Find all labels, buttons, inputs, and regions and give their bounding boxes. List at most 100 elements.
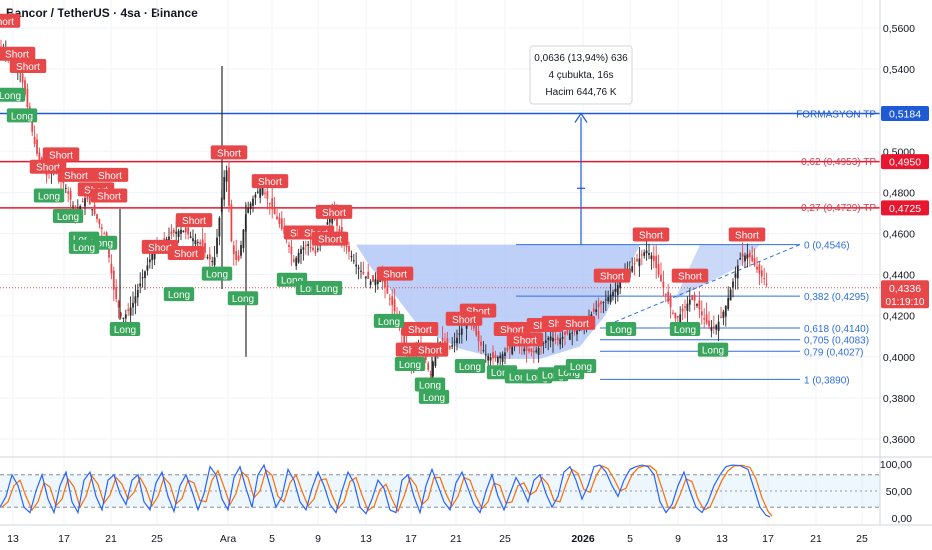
signal-bg: [311, 280, 343, 295]
signal-text: Short: [98, 171, 122, 182]
osc-tick: 50,00: [886, 486, 912, 498]
candle-body: [434, 349, 437, 366]
candle-body: [352, 260, 355, 262]
candle-body: [204, 242, 206, 253]
time-tick: 21: [450, 533, 462, 545]
candle-body: [595, 309, 598, 313]
stochastic-oscillator: [0, 463, 880, 518]
short-signal: Short: [728, 227, 766, 242]
short-signal: Short: [506, 332, 544, 347]
candle-body: [732, 281, 734, 288]
candle-body: [576, 330, 578, 335]
candle-body: [564, 331, 566, 335]
osc-tick: 100,00: [880, 459, 912, 471]
time-tick: 17: [58, 533, 70, 545]
candle-body: [328, 217, 331, 223]
candle-body: [271, 198, 274, 210]
short-signal: Short: [210, 145, 248, 160]
candle-body: [458, 333, 461, 335]
price-tick: 0,4400: [883, 270, 915, 282]
candle-body: [451, 345, 454, 347]
candle-body: [729, 289, 732, 301]
level-label: 0,27 (0,4729) TP: [801, 203, 876, 214]
price-tag: [881, 200, 929, 216]
candle-body: [21, 73, 24, 83]
candle-body: [717, 321, 720, 332]
measure-text: 4 çubukta, 16s: [548, 70, 613, 81]
candle-body: [705, 314, 708, 324]
fib-label: 1 (0,3890): [804, 375, 850, 386]
candle-body: [679, 314, 682, 324]
candle-body: [45, 172, 48, 176]
candle-body: [225, 170, 228, 182]
long-signal: Long: [697, 342, 729, 357]
long-signal: Long: [163, 287, 195, 302]
candle-body: [211, 261, 214, 263]
long-signal: Long: [109, 322, 141, 337]
signal-text: Long: [491, 368, 513, 379]
candle-body: [79, 206, 82, 211]
candle-body: [698, 300, 701, 310]
candle-body: [710, 327, 713, 331]
signal-bg: [697, 342, 729, 357]
candle-body: [736, 265, 739, 279]
long-signal: Long: [418, 389, 450, 404]
short-signal: Short: [29, 159, 67, 174]
signal-text: Long: [300, 284, 322, 295]
candle-body: [206, 257, 209, 259]
short-signal: Short: [0, 46, 36, 61]
signal-text: Short: [735, 231, 759, 242]
candle-body: [213, 257, 216, 266]
fib-label: 0,705 (0,4083): [804, 336, 869, 347]
candle-body: [276, 216, 278, 220]
candle-body: [712, 326, 715, 328]
signal-text: Long: [702, 346, 724, 357]
candle-body: [638, 258, 641, 267]
signal-text: Short: [5, 50, 29, 61]
candle-body: [391, 296, 394, 306]
time-tick: Ara: [220, 533, 237, 545]
signal-bg: [376, 266, 414, 281]
candle-body: [175, 231, 178, 234]
short-signal: Short: [411, 342, 449, 357]
candle-body: [218, 217, 221, 237]
long-signal: Long: [605, 322, 637, 337]
signal-text: Long: [0, 91, 21, 102]
candle-body: [686, 303, 689, 311]
short-signal: Short: [558, 315, 596, 330]
candle-body: [189, 236, 192, 238]
candle-body: [86, 196, 89, 200]
candle-body: [650, 255, 653, 259]
candle-body: [256, 191, 259, 193]
candle-body: [151, 253, 154, 261]
signal-text: Short: [639, 231, 663, 242]
candle-body: [237, 255, 240, 261]
candle-body: [148, 259, 151, 263]
signal-text: Short: [16, 62, 40, 73]
signal-bg: [669, 322, 701, 337]
candle-body: [592, 308, 595, 312]
candle-body: [84, 198, 86, 207]
candle-body: [739, 258, 742, 260]
signal-bg: [42, 147, 80, 162]
candle-body: [108, 246, 110, 258]
time-tick: 5: [269, 533, 275, 545]
candle-body: [542, 343, 545, 345]
signal-bg: [201, 266, 233, 281]
candle-body: [703, 318, 706, 320]
long-signal: Long: [454, 359, 486, 374]
candle-body: [448, 346, 451, 349]
short-signal: Short: [376, 266, 414, 281]
candle-body: [144, 271, 146, 278]
candle-body: [182, 230, 185, 232]
candle-body: [136, 289, 139, 298]
time-tick: 5: [627, 533, 633, 545]
candle-body: [554, 338, 557, 340]
candle-body: [648, 253, 650, 255]
signal-bg: [175, 213, 213, 228]
signal-bg: [0, 13, 21, 28]
time-tick: 17: [762, 533, 774, 545]
long-signal: Long: [414, 377, 446, 392]
